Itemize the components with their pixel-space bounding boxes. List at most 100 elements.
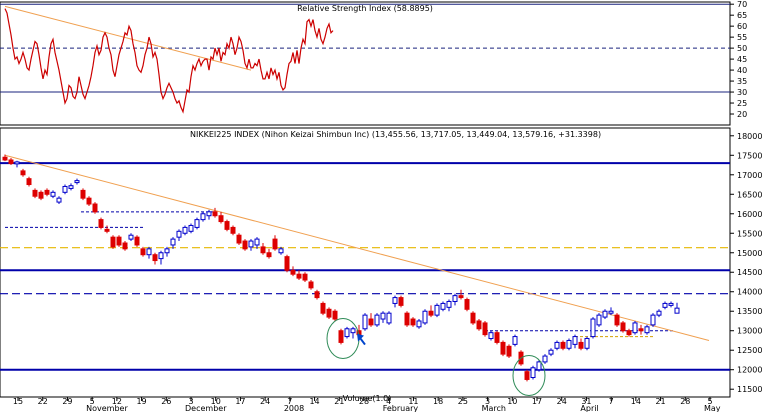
candle-body — [188, 224, 194, 232]
candle-body — [674, 307, 680, 314]
x-tick-label: 14 — [309, 397, 319, 406]
price-y-tick-label: 13000 — [737, 327, 762, 336]
candle-body — [152, 254, 158, 262]
x-tick-label: 18 — [433, 397, 443, 406]
candle-body — [164, 248, 170, 254]
x-tick-label: 3 — [188, 397, 193, 406]
candle-body — [146, 248, 152, 256]
candle-body — [410, 318, 416, 326]
candle-body — [272, 238, 278, 250]
candle-body — [242, 240, 248, 250]
candle-body — [584, 338, 590, 349]
price-y-tick-label: 15500 — [737, 229, 762, 238]
candle-body — [548, 349, 554, 355]
candle-body — [62, 185, 68, 193]
candle-body — [224, 221, 230, 230]
x-tick-label: 5 — [707, 397, 712, 406]
candle-body — [140, 248, 146, 256]
x-month-label: December — [185, 404, 227, 412]
candle-body — [8, 159, 14, 164]
candle-body — [602, 310, 608, 318]
x-month-label: May — [704, 404, 721, 412]
x-tick-label: 24 — [557, 397, 567, 406]
candle-body — [248, 240, 254, 248]
candle-body — [98, 219, 104, 228]
x-month-label: March — [482, 404, 506, 412]
candle-body — [284, 256, 290, 271]
rsi-title: Relative Strength Index (58.8895) — [297, 4, 433, 13]
candle-body — [506, 345, 512, 357]
candle-body — [542, 355, 548, 363]
price-y-tick-label: 11500 — [737, 385, 762, 394]
candle-body — [530, 367, 536, 379]
candle-body — [326, 308, 332, 318]
candle-body — [338, 330, 344, 343]
price-y-tick-label: 12500 — [737, 346, 762, 355]
candle-body — [626, 330, 632, 336]
rsi-panel-frame — [0, 1, 731, 126]
candle-body — [398, 297, 404, 306]
candle-body — [260, 246, 266, 254]
candle-body — [20, 170, 26, 176]
rsi-y-tick-label: 45 — [737, 55, 747, 64]
candle-body — [44, 189, 50, 195]
candle-body — [668, 302, 674, 306]
candle-body — [494, 332, 500, 343]
x-tick-label: 7 — [287, 397, 292, 406]
candle-body — [524, 371, 530, 380]
x-tick-label: 25 — [458, 397, 468, 406]
candle-body — [266, 252, 272, 258]
x-tick-label: 4 — [386, 397, 391, 406]
candle-body — [254, 238, 260, 246]
candle-body — [392, 297, 398, 304]
x-tick-label: 28 — [680, 397, 690, 406]
candle-body — [512, 336, 518, 345]
x-tick-label: 15 — [13, 397, 23, 406]
candle-body — [488, 332, 494, 340]
x-tick-label: 24 — [260, 397, 270, 406]
x-tick-label: 21 — [334, 397, 344, 406]
price-panel-frame — [0, 127, 731, 398]
candle-body — [470, 312, 476, 324]
candle-body — [86, 197, 92, 205]
x-tick-label: 5 — [90, 397, 95, 406]
x-axis-label: Volume(1.0) — [343, 394, 392, 403]
candle-body — [182, 226, 188, 234]
candle-body — [380, 312, 386, 320]
x-tick-label: 19 — [136, 397, 146, 406]
candle-body — [50, 191, 56, 197]
rsi-y-tick-label: 40 — [737, 66, 747, 75]
x-tick-label: 12 — [112, 397, 122, 406]
x-tick-label: 29 — [62, 397, 72, 406]
candle-body — [68, 185, 74, 189]
candle-body — [308, 281, 314, 289]
candle-body — [344, 328, 350, 338]
candle-body — [422, 310, 428, 324]
x-tick-label: 11 — [408, 397, 418, 406]
price-y-tick-label: 13500 — [737, 307, 762, 316]
candle-body — [134, 236, 140, 246]
candle-body — [572, 336, 578, 345]
x-tick-label: 28 — [359, 397, 369, 406]
rsi-y-tick-label: 60 — [737, 22, 747, 31]
rsi-series-line — [4, 8, 334, 114]
candle-body — [482, 322, 488, 336]
candle-body — [452, 295, 458, 302]
candle-body — [416, 320, 422, 328]
rsi-y-tick-label: 35 — [737, 77, 747, 86]
x-tick-label: 17 — [235, 397, 245, 406]
x-tick-label: 14 — [631, 397, 641, 406]
candle-body — [566, 339, 572, 349]
price-y-tick-label: 14500 — [737, 268, 762, 277]
x-tick-label: 26 — [161, 397, 171, 406]
candle-body — [74, 180, 80, 184]
candle-body — [92, 203, 98, 213]
x-tick-label: 3 — [485, 397, 490, 406]
candle-body — [656, 310, 662, 316]
price-title: NIKKEI225 INDEX (Nihon Keizai Shimbun In… — [190, 130, 601, 139]
rsi-y-tick-label: 25 — [737, 99, 747, 108]
rsi-y-tick-label: 55 — [737, 33, 747, 42]
x-tick-label: 31 — [581, 397, 591, 406]
